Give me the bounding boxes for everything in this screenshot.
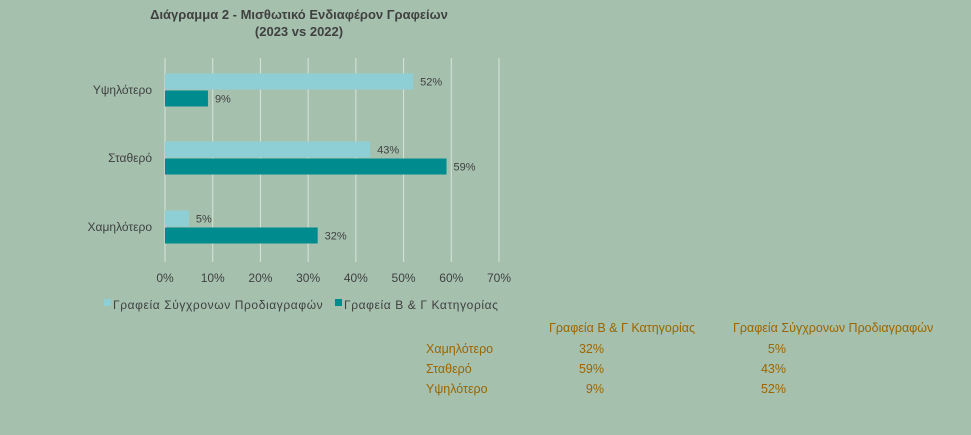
legend-swatch	[335, 299, 342, 306]
legend-label: Γραφεία Β & Γ Κατηγορίας	[344, 298, 499, 312]
x-tick-label: 70%	[487, 271, 511, 285]
x-tick-label: 60%	[439, 271, 463, 285]
data-label: 59%	[454, 162, 476, 174]
x-tick-label: 50%	[392, 271, 416, 285]
category-label: Χαμηλότερο	[88, 220, 153, 234]
bar	[165, 90, 208, 107]
bar	[165, 141, 371, 158]
bar	[165, 210, 189, 227]
x-tick-label: 20%	[248, 271, 272, 285]
bar	[165, 73, 414, 90]
data-label: 52%	[420, 77, 442, 89]
chart-subtitle: (2023 vs 2022)	[255, 24, 343, 39]
bar	[165, 227, 318, 244]
category-label: Σταθερό	[108, 151, 152, 165]
x-tick-labels: 0% 10% 20% 30% 40% 50% 60% 70%	[156, 271, 511, 285]
category-label: Υψηλότερο	[93, 83, 152, 97]
data-label: 5%	[196, 214, 212, 226]
category-labels: Υψηλότερο Σταθερό Χαμηλότερο	[88, 83, 153, 234]
data-labels: 52% 9% 43% 59% 5% 32%	[196, 77, 476, 243]
x-tick-label: 40%	[344, 271, 368, 285]
data-label: 9%	[215, 94, 231, 106]
legend-swatch	[104, 299, 111, 306]
data-label: 43%	[377, 145, 399, 157]
data-label: 32%	[325, 231, 347, 243]
bars	[165, 73, 447, 244]
chart-title: Διάγραμμα 2 - Μισθωτικό Ενδιαφέρον Γραφε…	[150, 7, 448, 22]
x-tick-label: 0%	[156, 271, 174, 285]
x-tick-label: 30%	[296, 271, 320, 285]
legend-label: Γραφεία Σύγχρονων Προδιαγραφών	[113, 298, 323, 312]
bar	[165, 158, 447, 175]
legend: Γραφεία Σύγχρονων Προδιαγραφών Γραφεία Β …	[104, 298, 499, 312]
x-tick-label: 10%	[201, 271, 225, 285]
